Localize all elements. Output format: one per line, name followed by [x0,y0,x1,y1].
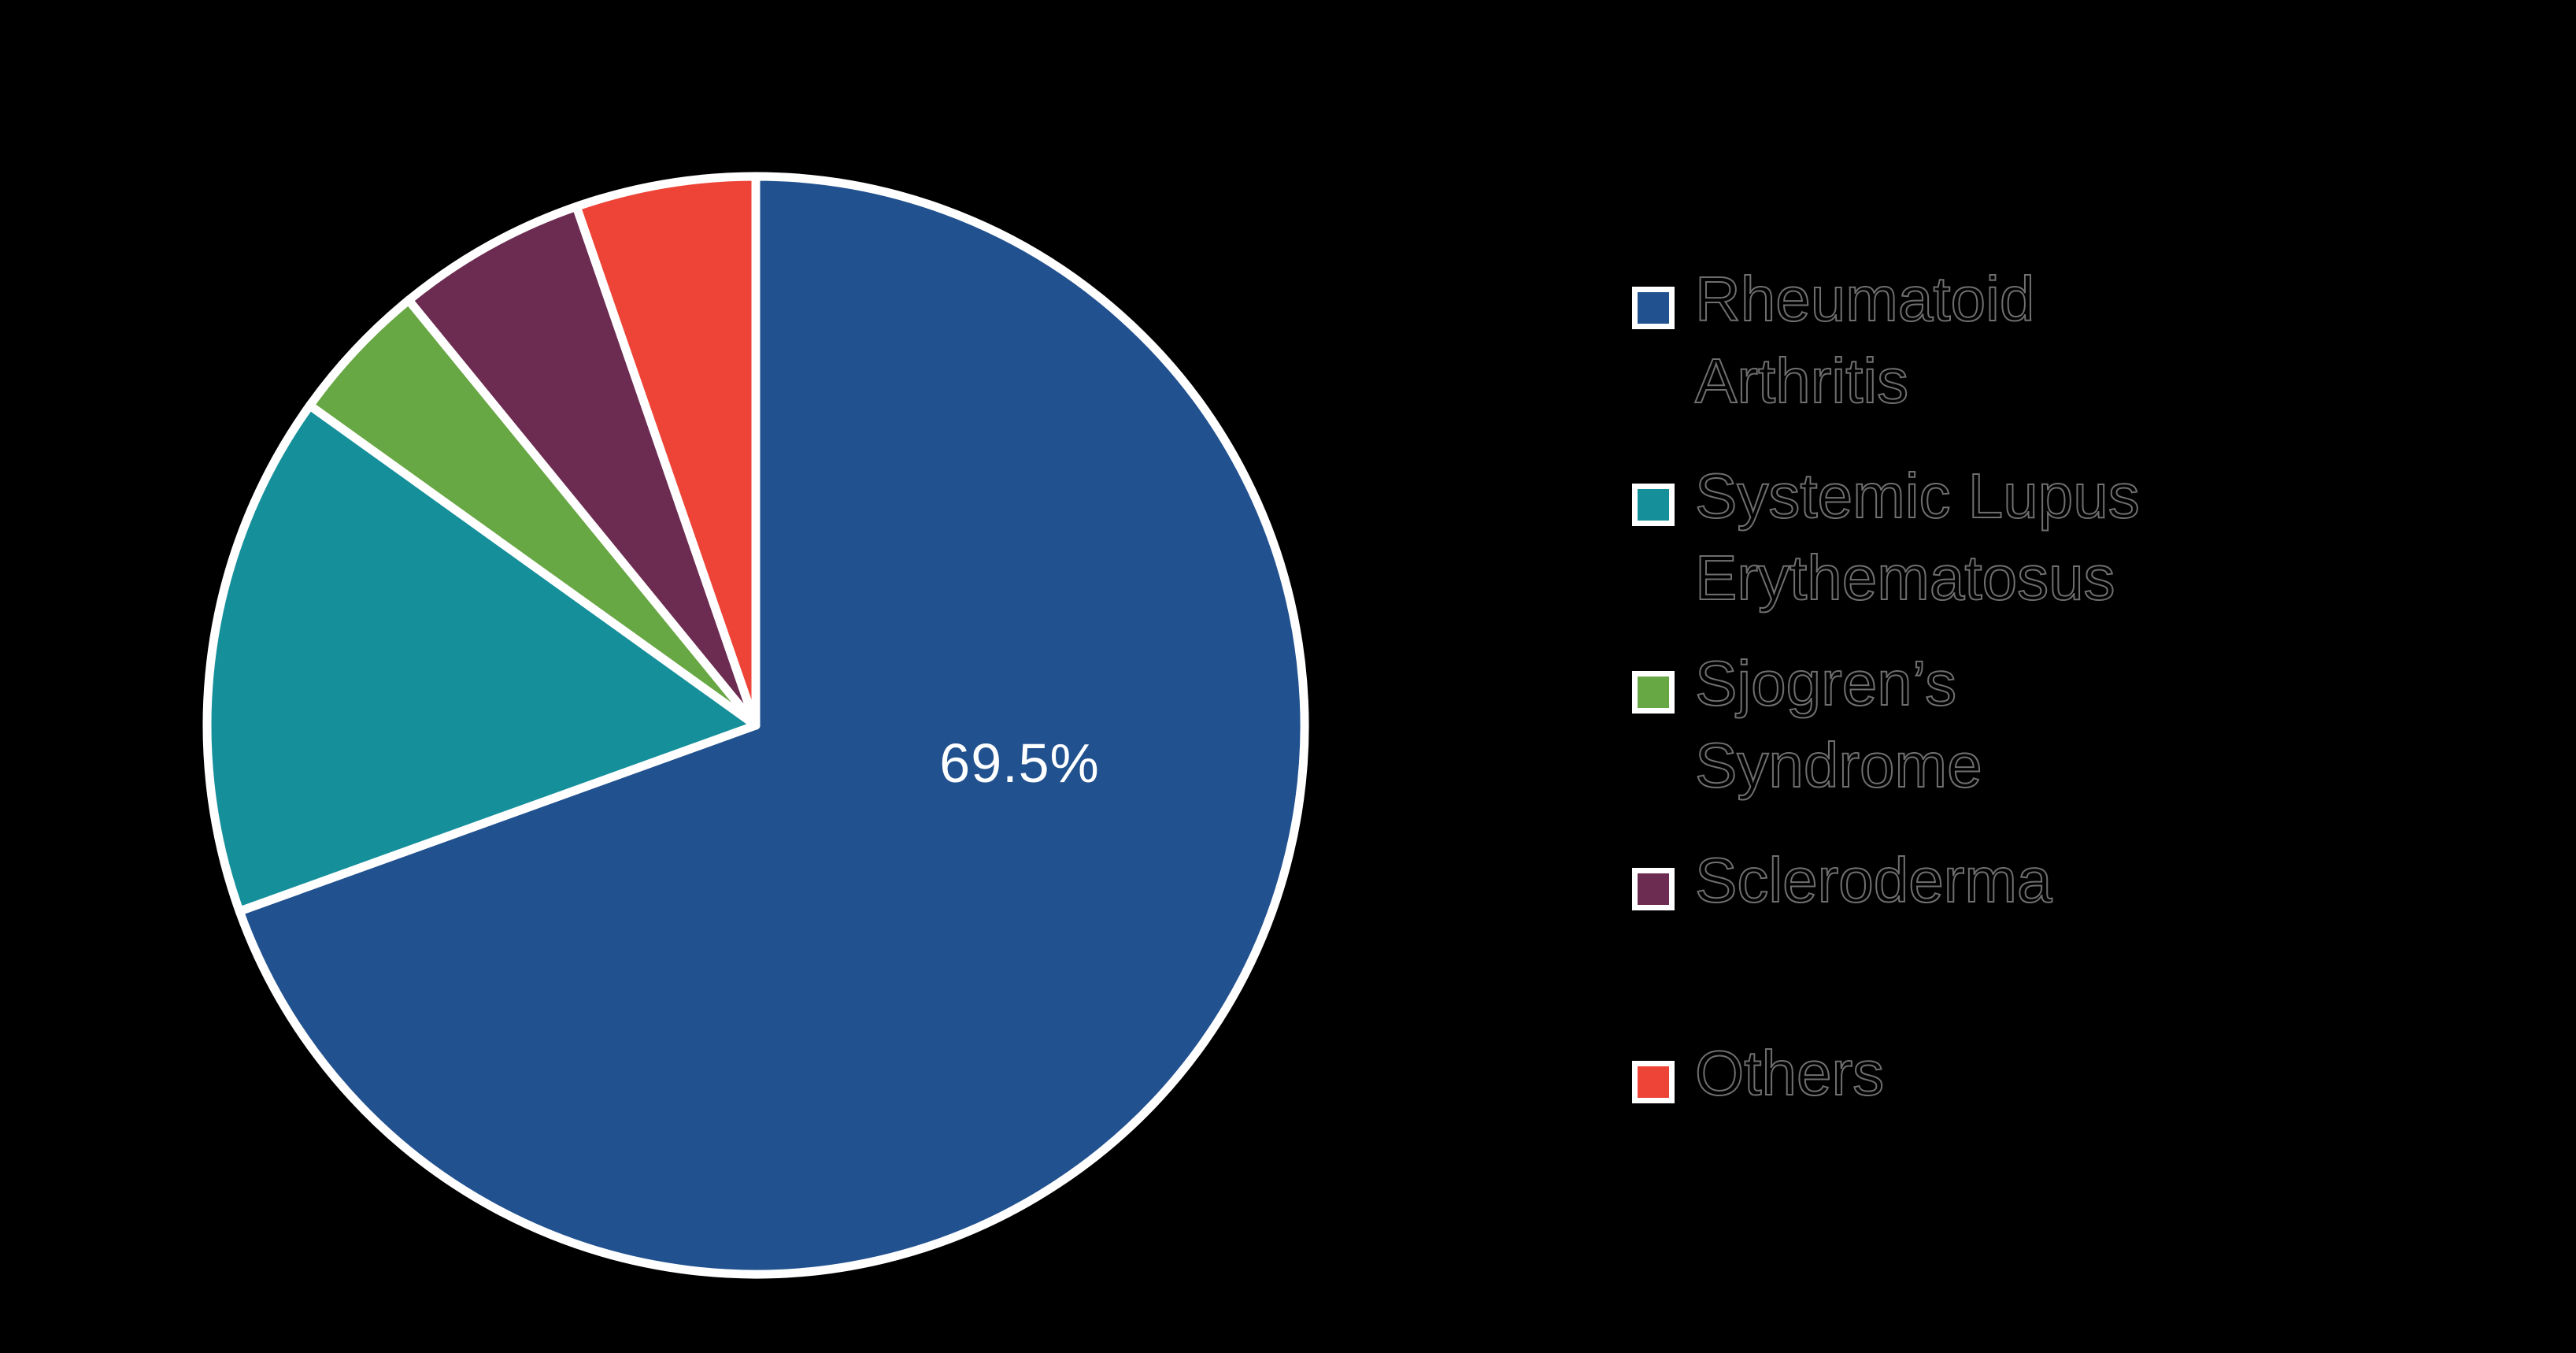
legend-swatch-rheumatoid-arthritis [1632,287,1675,329]
pie-slice-scleroderma [404,202,761,730]
legend-item-sjogrens-syndrome: Sjogren’s Syndrome [1632,643,1983,806]
legend-swatch-sjogrens-syndrome [1632,671,1675,714]
pie-slice-systemic-lupus-erythematosus [202,401,761,916]
legend-label: Others [1694,1032,1885,1114]
legend-label: Rheumatoid Arthritis [1694,258,2035,422]
legend-item-others: Others [1632,1032,1885,1114]
pie-slice-rheumatoid-arthritis [235,172,1309,1279]
legend-swatch-scleroderma [1632,868,1675,910]
legend-label-line: Scleroderma [1694,844,2053,916]
legend-label-line: Syndrome [1694,729,1983,801]
legend-label-line: Sjogren’s [1694,647,1957,719]
legend: Rheumatoid Arthritis Systemic Lupus Eryt… [1632,0,2576,1353]
legend-label: Systemic Lupus Erythematosus [1694,455,2141,619]
pie-value-label: 69.5% [939,732,1100,794]
legend-item-rheumatoid-arthritis: Rheumatoid Arthritis [1632,258,2035,422]
legend-swatch-others [1632,1061,1675,1103]
legend-label-line: Erythematosus [1694,542,2116,613]
legend-item-scleroderma: Scleroderma [1632,840,2053,921]
legend-label-line: Others [1694,1037,1885,1109]
pie-slice-others [572,172,761,730]
legend-swatch-systemic-lupus-erythematosus [1632,484,1675,526]
legend-label-line: Arthritis [1694,345,1909,417]
legend-item-systemic-lupus-erythematosus: Systemic Lupus Erythematosus [1632,455,2141,619]
legend-label: Sjogren’s Syndrome [1694,643,1983,806]
legend-label: Scleroderma [1694,840,2053,921]
legend-label-line: Systemic Lupus [1694,460,2141,532]
legend-label-line: Rheumatoid [1694,263,2035,335]
